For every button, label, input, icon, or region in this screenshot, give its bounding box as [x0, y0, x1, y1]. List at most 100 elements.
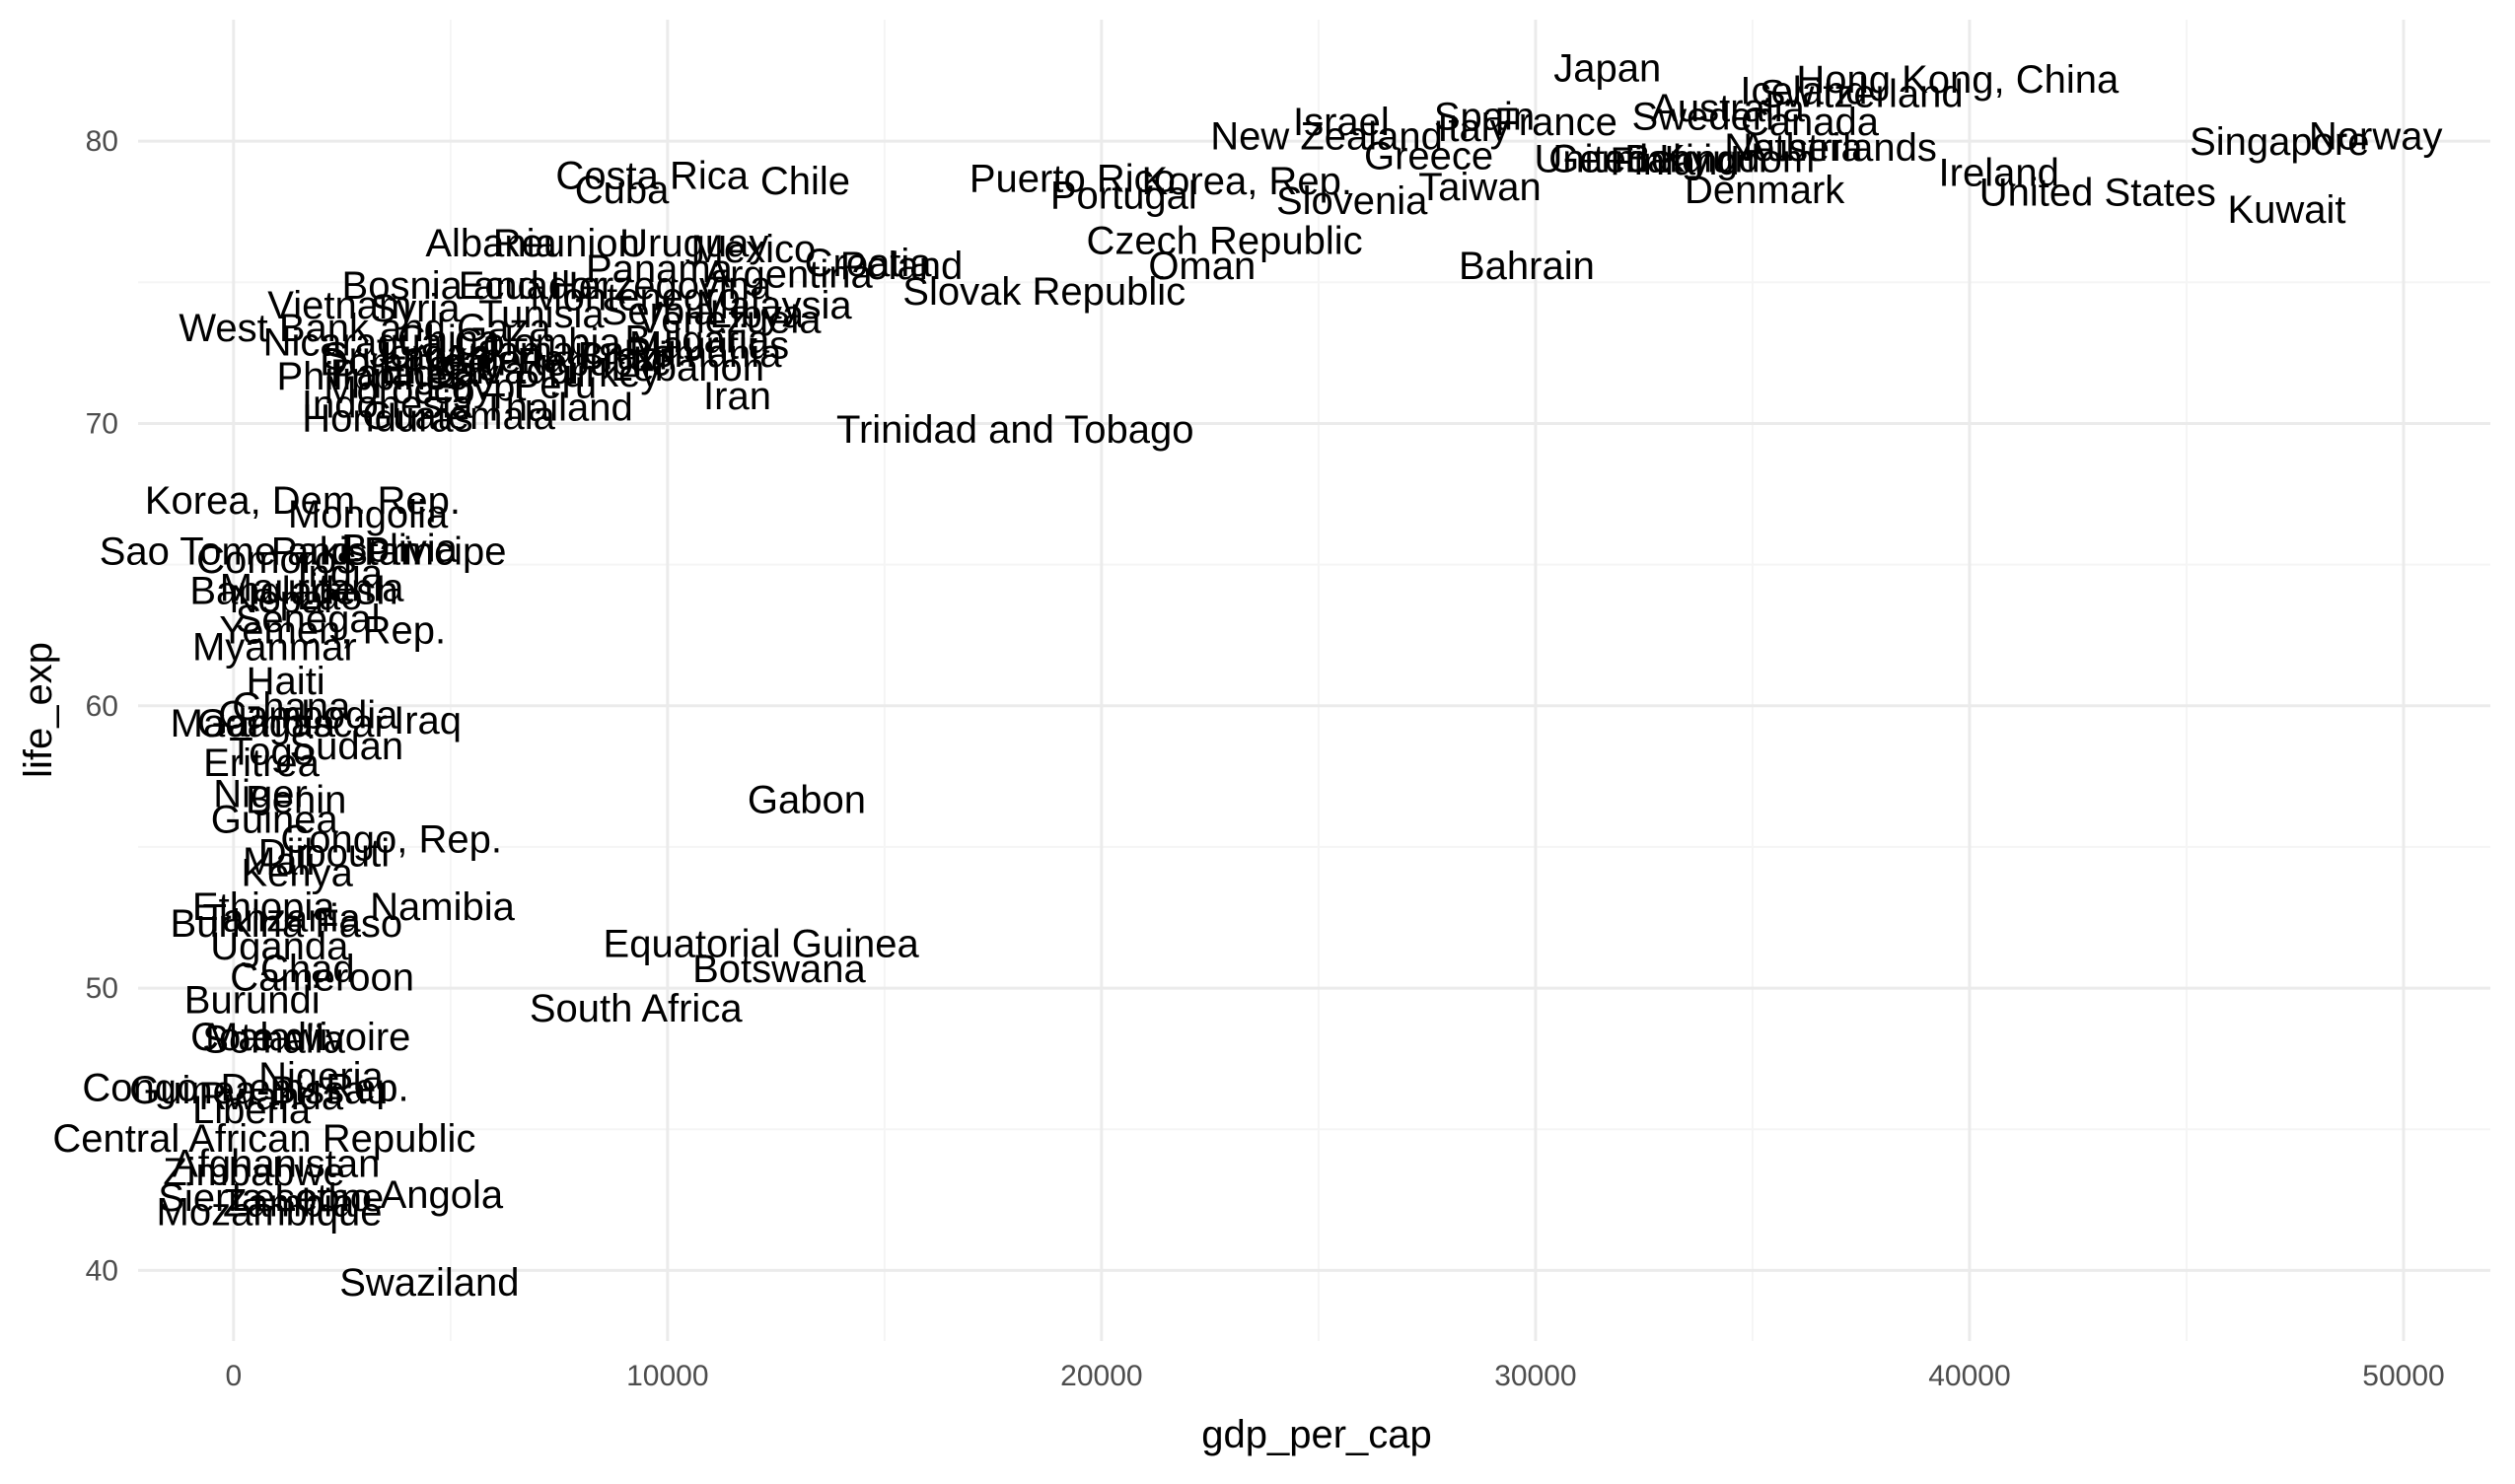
point-label: Benin: [246, 778, 346, 821]
point-label: Congo, Dem. Rep.: [82, 1066, 408, 1109]
point-label: Korea, Dem. Rep.: [145, 479, 461, 523]
x-tick-label: 50000: [2362, 1360, 2444, 1392]
point-label: Mali: [243, 840, 315, 883]
point-label: Hong Kong, China: [1796, 58, 2120, 102]
point-label: Togo: [229, 731, 315, 774]
point-label: Oman: [1148, 245, 1256, 288]
point-label: Myanmar: [192, 626, 357, 670]
point-label: Malaysia: [696, 284, 853, 327]
point-label: Japan: [1553, 47, 1661, 91]
point-label: Israel: [1293, 101, 1390, 144]
minor-gridlines: [138, 20, 2490, 1341]
point-label: Eritrea: [203, 742, 321, 785]
point-label: Taiwan: [1418, 166, 1542, 209]
x-axis-title: gdp_per_cap: [1201, 1413, 1432, 1456]
point-label: Singapore: [2190, 120, 2369, 164]
point-label: Ghana: [232, 685, 351, 729]
point-label: Algeria: [442, 338, 565, 382]
major-gridlines: [138, 20, 2490, 1341]
point-label: Djibouti: [258, 832, 390, 876]
point-label: Senegal: [236, 598, 381, 641]
point-label: El Salvador: [382, 349, 584, 392]
point-label: Liberia: [192, 1089, 312, 1132]
point-label: Bangladesh: [189, 569, 397, 612]
point-label: Sri Lanka: [323, 335, 490, 379]
point-label: Guatemala: [362, 394, 555, 438]
point-label: Sweden: [1631, 95, 1774, 138]
point-label: United States: [1979, 172, 2216, 215]
point-label: Indonesia: [302, 383, 473, 426]
point-label: Reunion: [493, 222, 640, 265]
point-label: Greece: [1364, 134, 1493, 177]
point-label: Jamaica: [477, 329, 625, 373]
point-label: United Kingdom: [1535, 137, 1816, 180]
point-label: Dominican Republic: [320, 340, 671, 384]
point-label: Sierra Leone: [158, 1176, 384, 1220]
point-label: Congo, Rep.: [280, 817, 502, 861]
point-label: Austria: [1740, 126, 1863, 170]
point-label: Turkey: [541, 352, 661, 395]
point-label: Australia: [1651, 87, 1805, 130]
point-label: Lebanon: [611, 346, 764, 389]
point-label: Bosnia and Herzegovina: [342, 264, 773, 308]
point-label: Iran: [703, 375, 771, 418]
point-label: Costa Rica: [555, 154, 749, 197]
point-label: Burundi: [184, 979, 321, 1023]
point-label: Zambia: [223, 1182, 355, 1226]
point-label: Somalia: [202, 1019, 345, 1062]
point-label: Kenya: [241, 852, 353, 895]
point-label: Argentina: [704, 253, 874, 297]
point-label: Sao Tome and Principe: [100, 530, 507, 573]
point-label: Botswana: [692, 948, 866, 991]
point-label: Panama: [586, 247, 734, 291]
point-label: Serbia: [602, 290, 716, 333]
x-tick-label: 0: [225, 1360, 242, 1392]
point-label: Jordan: [370, 332, 490, 376]
point-label: Yemen, Rep.: [219, 608, 446, 652]
point-label: Kuwait: [2227, 188, 2345, 232]
point-label: Namibia: [370, 885, 515, 929]
point-label: Uruguay: [619, 222, 768, 265]
point-label: Croatia: [805, 242, 933, 285]
point-label: Peru: [514, 363, 598, 406]
point-label: Bahrain: [1459, 245, 1595, 288]
point-label: Brazil: [578, 335, 677, 379]
point-label: Lao: [297, 575, 363, 618]
point-label: Honduras: [302, 397, 472, 441]
point-label: Guinea-Bissau: [129, 1069, 388, 1112]
point-label: Zimbabwe: [163, 1151, 345, 1194]
point-label: Angola: [381, 1173, 504, 1217]
point-label: Paraguay: [330, 352, 499, 395]
point-label: Niger: [213, 773, 308, 816]
y-axis-tick-labels: 40 50 60 70 80: [86, 125, 118, 1287]
point-label: Rwanda: [198, 1075, 344, 1118]
point-label: Denmark: [1685, 169, 1845, 212]
point-label: Haiti: [247, 660, 325, 703]
point-label: Chad: [260, 948, 355, 991]
point-label: Pakistan: [271, 530, 422, 573]
point-label: Cote d'Ivoire: [190, 1016, 410, 1059]
point-label: Mauritania: [220, 567, 405, 610]
point-label: Germany: [1548, 137, 1711, 180]
point-label: West Bank and Gaza: [179, 307, 551, 350]
country-labels: Japan Hong Kong, ChinaSwitzerlandIcelandA…: [52, 47, 2442, 1305]
point-label: Comoros: [196, 538, 356, 582]
point-label: Ecuador: [459, 264, 606, 308]
point-label: Central African Republic: [52, 1117, 475, 1161]
point-label: Thailand: [481, 386, 632, 429]
x-tick-label: 40000: [1928, 1360, 2010, 1392]
point-label: Vietnam: [267, 284, 411, 327]
point-label: Madagascar: [171, 702, 388, 745]
x-tick-label: 10000: [626, 1360, 708, 1392]
point-label: Trinidad and Tobago: [836, 408, 1194, 452]
point-label: Equatorial Guinea: [604, 922, 920, 965]
point-label: Gambia: [197, 702, 336, 745]
point-label: Nicaragua: [263, 320, 444, 364]
y-tick-label: 80: [86, 125, 118, 158]
point-label: Colombia: [455, 320, 622, 364]
point-label: Philippines: [276, 355, 467, 398]
point-label: Cuba: [575, 169, 670, 212]
point-label: New Zealand: [1210, 114, 1443, 158]
